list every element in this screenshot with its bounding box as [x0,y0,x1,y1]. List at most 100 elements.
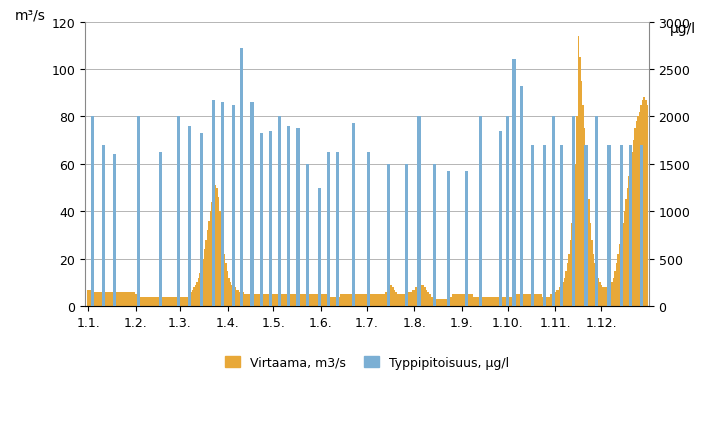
Bar [161,297,162,306]
Bar [503,297,504,306]
Bar [545,297,547,306]
Bar [619,245,621,306]
Bar [447,172,449,306]
Bar [151,297,153,306]
Bar [169,297,170,306]
Bar [624,212,625,306]
Bar [572,117,575,306]
Bar [166,297,167,306]
Bar [342,295,343,306]
Bar [407,292,409,306]
Bar [324,295,325,306]
Bar [510,297,512,306]
Bar [207,231,208,306]
Bar [387,164,390,306]
Bar [398,295,400,306]
Bar [90,290,92,306]
Bar [536,295,538,306]
Bar [394,290,395,306]
Bar [377,295,378,306]
Bar [467,295,469,306]
Bar [306,295,308,306]
Bar [389,285,390,306]
Bar [93,292,95,306]
Bar [237,290,239,306]
Bar [334,297,336,306]
Bar [296,295,297,306]
Bar [637,117,639,306]
Bar [367,153,370,306]
Bar [319,295,320,306]
Bar [513,295,515,306]
Bar [175,297,176,306]
Bar [164,297,166,306]
Bar [343,295,345,306]
Bar [208,221,210,306]
Bar [547,297,548,306]
Bar [228,278,230,306]
Bar [149,297,150,306]
Bar [117,292,118,306]
Bar [139,297,141,306]
Bar [581,82,582,306]
Bar [466,295,467,306]
Bar [142,297,144,306]
Bar [518,295,519,306]
Bar [471,295,472,306]
Bar [640,146,643,306]
Bar [107,292,109,306]
Bar [562,283,564,306]
Bar [245,295,247,306]
Bar [552,117,555,306]
Bar [112,155,116,306]
Bar [219,212,220,306]
Bar [109,292,110,306]
Bar [469,295,471,306]
Bar [544,297,545,306]
Bar [498,131,502,306]
Bar [262,295,264,306]
Bar [357,295,358,306]
Bar [358,295,360,306]
Bar [247,295,248,306]
Bar [170,297,171,306]
Bar [269,131,272,306]
Bar [124,292,126,306]
Bar [150,297,151,306]
Bar [596,271,597,306]
Bar [493,297,495,306]
Bar [587,176,588,306]
Bar [280,295,282,306]
Bar [568,254,570,306]
Bar [353,295,354,306]
Bar [387,288,389,306]
Bar [316,295,317,306]
Bar [417,288,418,306]
Bar [277,295,279,306]
Bar [492,297,493,306]
Bar [594,264,596,306]
Bar [533,295,535,306]
Bar [527,295,528,306]
Bar [588,200,590,306]
Bar [487,297,488,306]
Bar [621,236,622,306]
Bar [215,186,216,306]
Bar [645,101,646,306]
Bar [188,295,190,306]
Bar [516,295,518,306]
Bar [313,295,314,306]
Bar [403,295,405,306]
Bar [333,297,334,306]
Bar [285,295,287,306]
Bar [366,295,368,306]
Bar [158,297,159,306]
Bar [300,295,302,306]
Bar [479,117,482,306]
Bar [129,292,130,306]
Bar [602,288,604,306]
Bar [187,297,188,306]
Bar [577,37,579,306]
Bar [390,285,392,306]
Bar [288,295,289,306]
